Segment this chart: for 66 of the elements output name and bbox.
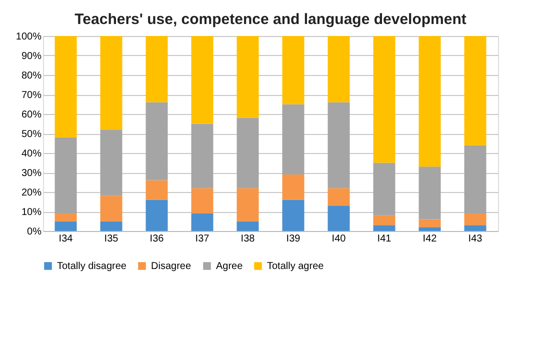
- legend-label: Agree: [216, 261, 244, 272]
- bar: [54, 213, 77, 222]
- bar: [236, 36, 259, 118]
- y-tick-label: 20%: [21, 188, 42, 198]
- x-tick-label: I43: [468, 234, 483, 244]
- y-tick-label: 10%: [21, 207, 42, 218]
- x-tick-label: I35: [104, 234, 119, 244]
- x-tick-label: I38: [240, 234, 256, 244]
- bar: [373, 36, 396, 163]
- bar: [100, 221, 122, 231]
- y-tick-label: 30%: [21, 168, 42, 179]
- bar: [54, 221, 77, 231]
- bar: [236, 221, 259, 231]
- bar: [418, 219, 441, 228]
- bar: [146, 200, 168, 231]
- y-tick-label: 70%: [21, 90, 42, 101]
- bar: [191, 213, 214, 231]
- y-tick-label: 80%: [21, 70, 42, 82]
- x-tick-label: I40: [332, 234, 346, 244]
- x-tick-label: I42: [422, 234, 438, 244]
- bar: [464, 36, 486, 146]
- bar: [328, 102, 350, 188]
- bar: [54, 137, 77, 214]
- x-tick-label: I36: [150, 234, 164, 244]
- bar: [373, 225, 396, 231]
- bar: [54, 36, 77, 138]
- bar: [191, 124, 214, 188]
- chart-title: Teachers' use, competence and language development: [74, 11, 466, 28]
- bar: [100, 130, 122, 196]
- bar: [418, 166, 441, 220]
- x-tick-label: I37: [195, 234, 210, 244]
- bar: [146, 180, 168, 200]
- bar: [282, 200, 304, 231]
- bar: [282, 104, 304, 174]
- legend-label: Totally agree: [267, 261, 324, 272]
- y-tick-label: 40%: [21, 148, 42, 160]
- x-tick-label: I39: [286, 234, 301, 244]
- y-tick-label: 60%: [21, 110, 42, 120]
- bar: [373, 162, 396, 216]
- bar: [100, 36, 122, 130]
- bar: [464, 225, 486, 231]
- bar: [282, 36, 304, 104]
- bar: [418, 36, 441, 167]
- bar: [328, 206, 350, 231]
- y-tick-label: 0%: [27, 226, 42, 238]
- bar: [328, 188, 350, 206]
- x-tick-label: I41: [377, 234, 392, 244]
- bar: [464, 213, 486, 226]
- legend-label: Totally disagree: [57, 261, 127, 272]
- bar: [373, 215, 396, 226]
- x-tick-label: I34: [58, 234, 74, 244]
- bar: [191, 36, 214, 124]
- bar: [236, 118, 259, 188]
- y-tick-label: 100%: [16, 32, 42, 42]
- bar: [328, 36, 350, 102]
- legend-label: Disagree: [151, 261, 192, 272]
- bar: [464, 145, 486, 214]
- bar: [146, 36, 168, 102]
- bar: [236, 188, 259, 222]
- bar: [100, 196, 122, 222]
- bar: [191, 188, 214, 214]
- y-tick-label: 90%: [21, 51, 42, 62]
- bar: [418, 227, 441, 231]
- bar: [282, 174, 304, 200]
- y-tick-label: 50%: [21, 129, 42, 140]
- bar: [146, 102, 168, 180]
